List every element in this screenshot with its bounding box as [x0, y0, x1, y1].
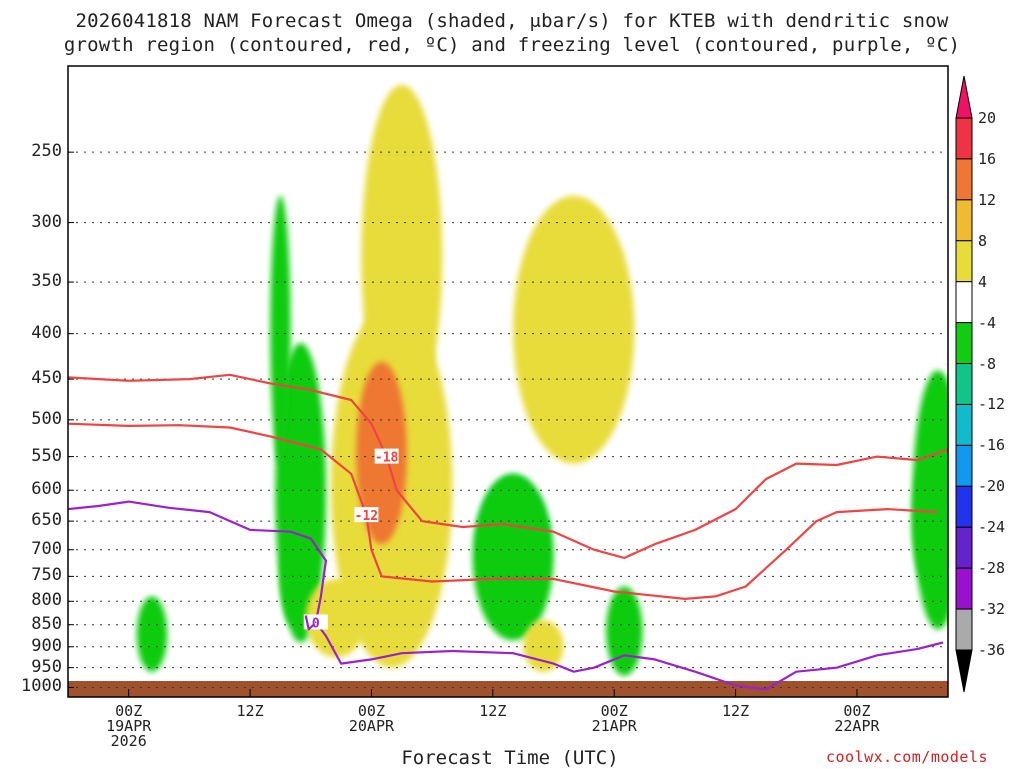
xtick-label-4: 00Z 21APR — [591, 702, 637, 735]
colorbar-label-11: -28 — [978, 559, 1006, 578]
omega-feature-16 — [523, 620, 564, 672]
omega-feature-2 — [472, 473, 554, 641]
ytick-label-950: 950 — [31, 656, 62, 677]
contour-0-seg0 — [68, 500, 944, 691]
source-credit: coolwx.com/models — [826, 748, 989, 766]
colorbar-swatch-0 — [955, 117, 973, 160]
ytick-label-900: 900 — [31, 635, 62, 656]
colorbar-swatch-2 — [955, 199, 973, 242]
ytick-label-450: 450 — [31, 368, 62, 389]
colorbar-swatch-6 — [955, 363, 973, 405]
colorbar-label-4: 4 — [978, 272, 988, 291]
colorbar-swatch-9 — [955, 485, 973, 528]
xtick-label-0: 00Z 19APR 2026 — [106, 702, 152, 750]
contour-label-bg-2 — [303, 614, 328, 630]
contour--18-seg0 — [68, 373, 948, 560]
ytick-label-500: 500 — [31, 408, 62, 429]
colorbar-label-0: 20 — [978, 109, 997, 127]
colorbar-label-6: -8 — [978, 354, 997, 373]
xtick-label-5: 12Z — [722, 702, 750, 720]
colorbar-swatch-1 — [955, 158, 973, 201]
ytick-label-750: 750 — [31, 565, 62, 586]
xtick-label-3: 12Z — [479, 702, 507, 720]
contour--12-seg0 — [68, 422, 938, 601]
omega-feature-11 — [513, 195, 635, 464]
chart-title-line-2: growth region (contoured, red, ºC) and f… — [63, 34, 961, 56]
omega-feature-9 — [136, 596, 168, 672]
contour-label-bg-0 — [374, 448, 399, 464]
colorbar-swatch-3 — [955, 240, 973, 283]
xtick-label-6: 00Z 22APR — [834, 702, 880, 735]
ytick-label-700: 700 — [31, 538, 62, 559]
ytick-label-400: 400 — [31, 322, 62, 343]
colorbar-swatch-11 — [955, 567, 973, 610]
plot-frame — [67, 65, 949, 698]
contour-label-0: -18 — [375, 451, 399, 466]
omega-feature-4 — [912, 370, 948, 630]
contour-0-seg1 — [304, 615, 315, 631]
ytick-label-300: 300 — [31, 211, 62, 232]
x-axis-title: Forecast Time (UTC) — [401, 747, 619, 769]
pressure-gridlines — [68, 151, 948, 688]
colorbar-label-5: -4 — [978, 313, 997, 332]
omega-feature-10 — [606, 586, 643, 676]
colorbar-label-10: -24 — [978, 518, 1006, 537]
omega-feature-8 — [270, 195, 291, 464]
colorbar-label-2: 12 — [978, 190, 997, 209]
ytick-label-850: 850 — [31, 613, 62, 634]
time-ticks — [128, 689, 858, 697]
colorbar-swatch-4 — [955, 281, 973, 324]
colorbar-label-12: -32 — [978, 600, 1006, 619]
colorbar-label-7: -12 — [978, 395, 1006, 414]
contour-label-2: 0 — [312, 616, 320, 631]
contour-label-1: -12 — [355, 509, 378, 524]
colorbar-top-arrow — [955, 75, 973, 119]
ytick-label-350: 350 — [31, 271, 62, 292]
ytick-label-250: 250 — [31, 141, 62, 162]
ytick-label-650: 650 — [31, 510, 62, 531]
chart-title-line-1: 2026041818 NAM Forecast Omega (shaded, μ… — [75, 10, 949, 32]
colorbar-label-1: 16 — [978, 149, 997, 168]
ytick-label-1000: 1000 — [21, 676, 62, 697]
colorbar-bottom-arrow — [955, 649, 973, 693]
ytick-label-550: 550 — [31, 445, 62, 466]
temperature-contours: -18 -12 0 — [68, 373, 948, 691]
colorbar-swatch-10 — [955, 526, 973, 569]
contour-label-bg-1 — [354, 507, 379, 523]
colorbar — [955, 75, 973, 693]
colorbar-swatch-7 — [955, 403, 973, 446]
colorbar-swatch-12 — [955, 608, 973, 651]
xtick-label-2: 00Z 20APR — [348, 702, 395, 735]
colorbar-swatch-5 — [955, 322, 973, 365]
colorbar-label-3: 8 — [978, 231, 988, 250]
colorbar-swatch-8 — [955, 444, 973, 487]
colorbar-label-13: -36 — [978, 641, 1006, 659]
xtick-label-1: 12Z — [236, 702, 264, 720]
colorbar-label-8: -16 — [978, 436, 1006, 455]
terrain-band — [68, 681, 948, 697]
omega-shading — [136, 84, 948, 676]
colorbar-label-9: -20 — [978, 477, 1006, 496]
ytick-label-800: 800 — [31, 590, 62, 611]
ytick-label-600: 600 — [31, 479, 62, 500]
